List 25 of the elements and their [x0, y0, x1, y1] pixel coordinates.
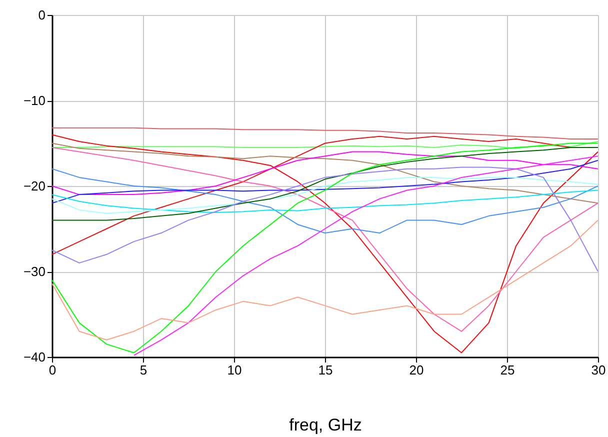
line-series [52, 168, 598, 234]
line-series [52, 166, 598, 272]
line-series [52, 142, 598, 204]
x-tick-label: 25 [500, 362, 515, 378]
line-series [52, 147, 598, 221]
line-series [133, 156, 598, 356]
line-series [52, 190, 598, 214]
x-tick-label: 20 [409, 362, 424, 378]
line-series [52, 160, 598, 204]
line-series [52, 141, 598, 149]
line-series [52, 176, 598, 214]
x-tick-label: 30 [591, 362, 606, 378]
line-series [52, 220, 598, 340]
x-axis-title: freq, GHz [289, 416, 362, 434]
x-tick-label: 10 [227, 362, 242, 378]
y-tick-label: −40 [23, 350, 46, 364]
line-series [52, 151, 598, 196]
x-tick-label: 15 [318, 362, 333, 378]
y-tick-label: 0 [38, 8, 46, 22]
x-tick-label: 0 [48, 362, 56, 378]
x-tick-label: 5 [140, 362, 148, 378]
line-series [52, 127, 598, 140]
y-tick-label: −30 [23, 264, 46, 279]
y-tick-label: −10 [23, 93, 46, 108]
y-tick-label: −20 [23, 178, 46, 194]
